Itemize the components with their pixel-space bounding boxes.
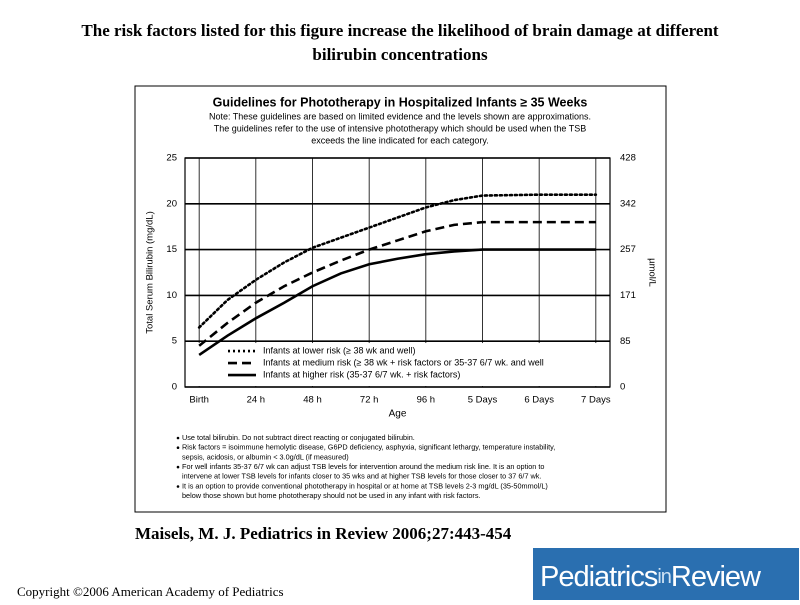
- y-tick-label: 15: [166, 244, 177, 255]
- figure-frame: [134, 85, 667, 513]
- y2-tick-label: 85: [620, 336, 631, 347]
- series-line: [198, 220, 596, 347]
- bullet-text: Risk factors = isoimmune hemolytic disea…: [182, 443, 555, 452]
- slide-title: bilirubin concentrations: [312, 45, 488, 64]
- legend-box: [186, 343, 609, 386]
- x-tick-label: 96 h: [417, 395, 436, 406]
- legend-label: Infants at higher risk (35-37 6/7 wk. + …: [263, 369, 460, 379]
- chart-title: Guidelines for Phototherapy in Hospitali…: [213, 95, 588, 109]
- x-tick-label: Birth: [189, 395, 209, 406]
- logo: PediatricsinReview: [540, 561, 762, 593]
- bullet-text: sepsis, acidosis, or albumin < 3.0g/dL (…: [182, 452, 349, 461]
- logo-background: [533, 548, 799, 600]
- y-tick-label: 20: [166, 198, 177, 209]
- citation: Maisels, M. J. Pediatrics in Review 2006…: [135, 524, 512, 543]
- y-tick-label: 0: [172, 382, 177, 393]
- chart-note: The guidelines refer to the use of inten…: [214, 123, 587, 133]
- legend-label: Infants at lower risk (≥ 38 wk and well): [263, 345, 416, 355]
- bullet-text: intervene at lower TSB levels for infant…: [182, 472, 541, 481]
- logo-part: Pediatrics: [540, 561, 658, 593]
- bullet-text: It is an option to provide conventional …: [182, 481, 548, 490]
- x-tick-label: 72 h: [360, 395, 379, 406]
- bullet: [176, 465, 180, 469]
- bullet: [176, 485, 180, 488]
- slide-title: The risk factors listed for this figure …: [81, 21, 718, 40]
- logo-part: in: [657, 566, 671, 588]
- y2-tick-label: 342: [620, 199, 636, 210]
- bullet-text: Use total bilirubin. Do not subtract dir…: [182, 433, 415, 442]
- series-line: [197, 193, 598, 329]
- x-tick-label: 24 h: [247, 395, 266, 406]
- x-tick-label: 5 Days: [468, 395, 498, 406]
- chart-note: exceeds the line indicated for each cate…: [311, 135, 488, 145]
- y-tick-label: 5: [172, 336, 177, 347]
- legend-label: Infants at medium risk (≥ 38 wk + risk f…: [263, 357, 544, 367]
- bullet-text: For well infants 35-37 6/7 wk can adjust…: [182, 462, 544, 471]
- bullet-text: below those shown but home phototherapy …: [182, 491, 481, 500]
- y2-axis-label: µmol/L: [646, 258, 657, 287]
- bullet: [176, 446, 180, 450]
- y-tick-label: 10: [166, 290, 177, 301]
- x-axis-label: Age: [389, 409, 407, 420]
- plot-frame: [184, 157, 611, 388]
- y2-tick-label: 257: [620, 244, 636, 255]
- y-tick-label: 25: [166, 153, 177, 164]
- logo-part: Review: [671, 561, 762, 593]
- x-tick-label: 7 Days: [581, 395, 611, 406]
- y2-tick-label: 428: [620, 153, 636, 164]
- series-line: [198, 248, 596, 357]
- y-axis-label: Total Serum Bilirubin (mg/dL): [145, 211, 156, 334]
- y2-tick-label: 171: [620, 290, 636, 301]
- x-tick-label: 6 Days: [524, 395, 554, 406]
- copyright: Copyright ©2006 American Academy of Pedi…: [17, 584, 284, 599]
- chart-note: Note: These guidelines are based on limi…: [209, 111, 591, 121]
- bullet: [176, 436, 180, 440]
- y2-tick-label: 0: [620, 382, 625, 393]
- x-tick-label: 48 h: [303, 395, 322, 406]
